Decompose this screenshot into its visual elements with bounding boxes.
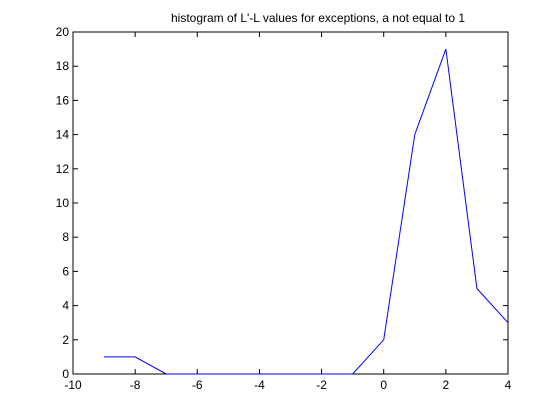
y-tick-label: 20	[56, 25, 70, 39]
x-tick-label: 4	[505, 378, 512, 392]
y-tick-label: 0	[62, 367, 69, 381]
plot-area	[72, 31, 509, 375]
y-tick-label: 10	[56, 196, 70, 210]
y-tick-label: 12	[56, 162, 70, 176]
x-tick-label: -10	[64, 378, 82, 392]
axis-ticks: -10 -8 -6 -4 -2 0 2 4 0 2 4 6 8 10 12 14 16 18 20	[56, 25, 512, 392]
x-tick-label: -8	[130, 378, 141, 392]
series-line	[104, 48, 509, 375]
chart-title: histogram of L'-L values for exceptions,…	[171, 11, 465, 25]
y-tick-label: 16	[56, 93, 70, 107]
y-tick-label: 14	[56, 128, 70, 142]
x-tick-label: -4	[254, 378, 265, 392]
y-tick-label: 2	[62, 333, 69, 347]
y-tick-label: 6	[62, 264, 69, 278]
x-tick-label: -6	[192, 378, 203, 392]
y-tick-label: 8	[62, 230, 69, 244]
x-tick-label: 2	[443, 378, 450, 392]
y-tick-label: 18	[56, 59, 70, 73]
x-tick-label: -2	[316, 378, 327, 392]
series-layer	[104, 48, 509, 375]
x-tick-label: 0	[380, 378, 387, 392]
y-tick-label: 4	[62, 299, 69, 313]
